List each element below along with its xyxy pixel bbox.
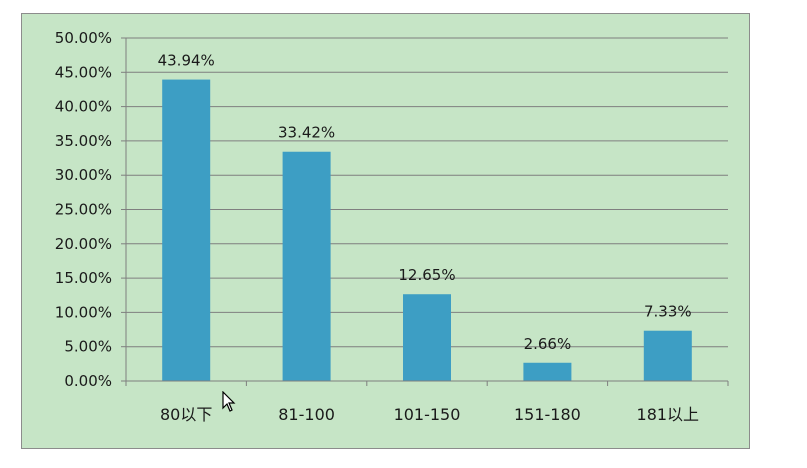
category-label: 80以下 — [160, 405, 212, 424]
data-label: 43.94% — [158, 52, 215, 70]
y-tick-label: 15.00% — [55, 269, 112, 287]
grid-lines — [121, 37, 728, 382]
chart-frame: 0.00% 5.00% 10.00% 15.00% 20.00% 25.00% 30.00%… — [21, 13, 750, 449]
category-label: 101-150 — [394, 405, 461, 424]
mouse-pointer-icon — [222, 391, 236, 412]
y-tick-label: 0.00% — [64, 372, 112, 390]
category-label: 181以上 — [637, 405, 700, 424]
category-label: 81-100 — [278, 405, 335, 424]
bar — [643, 330, 692, 381]
y-tick-label: 35.00% — [55, 132, 112, 150]
data-label: 33.42% — [278, 124, 335, 142]
category-label: 151-180 — [514, 405, 581, 424]
bar — [282, 151, 331, 381]
x-axis-category-labels: 80以下 81-100 101-150 151-180 181以上 — [160, 405, 699, 424]
y-tick-label: 30.00% — [55, 166, 112, 184]
bars — [162, 79, 692, 382]
data-label: 2.66% — [524, 335, 572, 353]
data-label: 7.33% — [644, 303, 692, 321]
y-axis-tick-labels: 0.00% 5.00% 10.00% 15.00% 20.00% 25.00% 30.00%… — [55, 29, 112, 390]
y-tick-label: 45.00% — [55, 63, 112, 81]
axes — [125, 38, 729, 386]
bar — [403, 294, 451, 381]
bar — [523, 362, 572, 381]
bar — [162, 79, 211, 382]
y-tick-label: 50.00% — [55, 29, 112, 47]
data-labels: 43.94% 33.42% 12.65% 2.66% 7.33% — [158, 52, 692, 353]
y-tick-label: 40.00% — [55, 98, 112, 116]
bar-chart: 0.00% 5.00% 10.00% 15.00% 20.00% 25.00% 30.00%… — [55, 29, 729, 424]
y-tick-label: 5.00% — [64, 338, 112, 356]
data-label: 12.65% — [398, 266, 455, 284]
y-tick-label: 20.00% — [55, 235, 112, 253]
y-tick-label: 25.00% — [55, 201, 112, 219]
y-tick-label: 10.00% — [55, 303, 112, 321]
